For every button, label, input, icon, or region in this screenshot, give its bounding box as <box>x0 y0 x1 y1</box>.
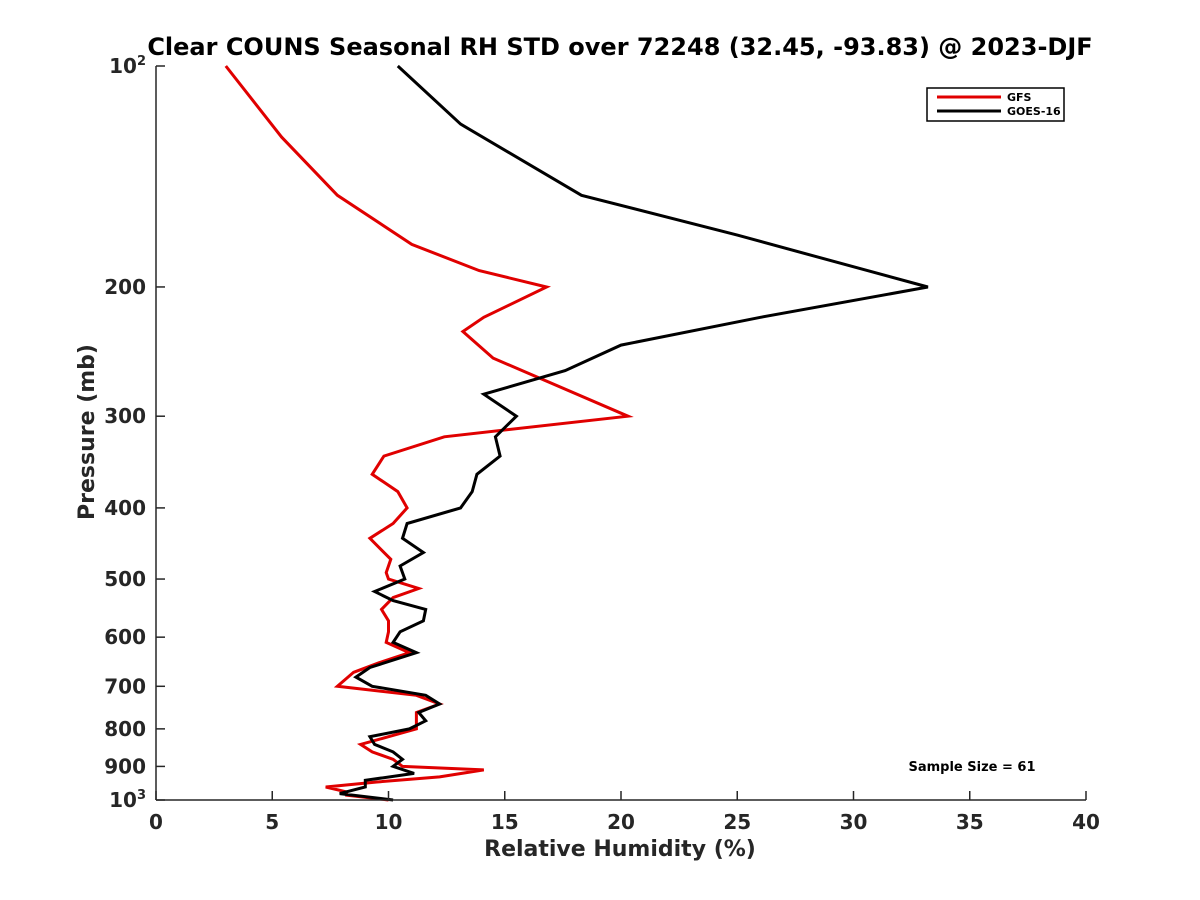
x-tick-label: 40 <box>1072 810 1100 834</box>
series-line-gfs <box>224 65 634 802</box>
x-tick-label: 0 <box>149 810 163 834</box>
x-tick-label: 30 <box>840 810 868 834</box>
y-tick-label: 800 <box>104 717 146 741</box>
x-tick-label: 15 <box>491 810 519 834</box>
legend-label: GFS <box>1007 91 1032 104</box>
y-tick-label: 200 <box>104 275 146 299</box>
legend-label: GOES-16 <box>1007 105 1061 118</box>
y-tick-label: 600 <box>104 625 146 649</box>
x-axis-label: Relative Humidity (%) <box>484 837 756 862</box>
sample-size-annotation: Sample Size = 61 <box>908 760 1035 775</box>
legend-box <box>926 87 1065 122</box>
y-axis-label: Pressure (mb) <box>75 344 100 520</box>
x-tick-label: 25 <box>723 810 751 834</box>
y-tick-label: 700 <box>104 674 146 698</box>
y-tick-label: 900 <box>104 754 146 778</box>
y-tick-label: 500 <box>104 567 146 591</box>
x-tick-label: 5 <box>265 810 279 834</box>
x-tick-label: 35 <box>956 810 984 834</box>
y-tick-label: 300 <box>104 404 146 428</box>
series-line-goes-16 <box>339 64 929 802</box>
x-tick-label: 10 <box>375 810 403 834</box>
y-tick-label: 103 <box>109 788 146 812</box>
x-tick-label: 20 <box>607 810 635 834</box>
y-tick-label: 102 <box>109 54 146 78</box>
y-tick-label: 400 <box>104 496 146 520</box>
chart-title: Clear COUNS Seasonal RH STD over 72248 (… <box>147 33 1092 61</box>
